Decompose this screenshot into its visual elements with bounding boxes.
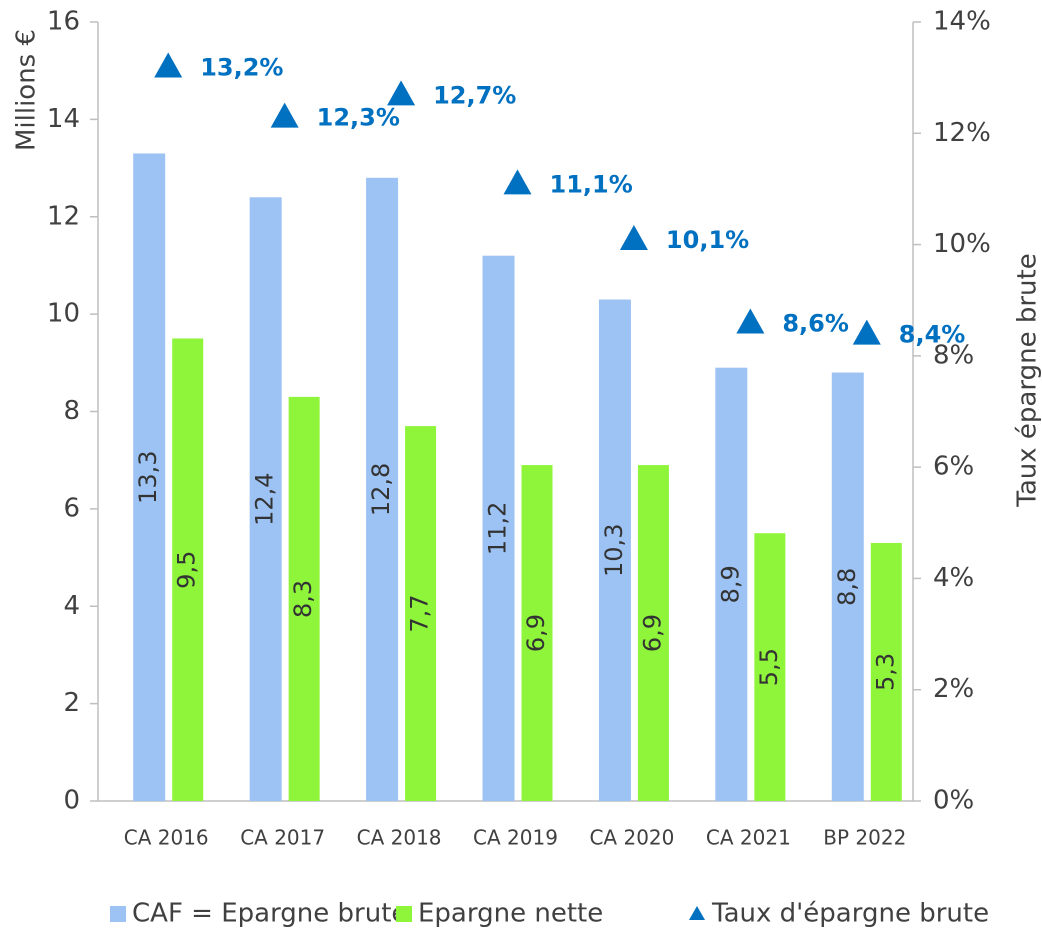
y-tick-label: 8 [63, 396, 80, 426]
legend-swatch [689, 906, 705, 920]
bar-label: 13,3 [134, 451, 162, 504]
bar-label: 8,3 [289, 580, 317, 618]
bar-label: 10,3 [600, 524, 628, 577]
bar-label: 6,9 [638, 614, 666, 652]
bar [715, 367, 748, 801]
rate-marker [270, 102, 299, 128]
y-tick-label: 14 [47, 104, 80, 134]
rate-label: 8,4% [899, 321, 966, 349]
y-tick-label: 16 [47, 7, 80, 37]
bar-label: 7,7 [406, 594, 434, 632]
rate-label: 10,1% [666, 226, 749, 254]
bar [598, 299, 631, 801]
y2-tick-label: 0% [933, 786, 974, 816]
rate-label: 8,6% [782, 309, 849, 337]
rate-label: 11,1% [550, 170, 633, 198]
x-tick-label: BP 2022 [823, 826, 906, 850]
bar-label: 9,5 [173, 551, 201, 589]
bar-label: 5,5 [755, 648, 783, 686]
y2-tick-label: 10% [933, 229, 991, 259]
y-tick-label: 0 [63, 786, 80, 816]
bar-label: 8,9 [716, 565, 744, 603]
y-tick-label: 4 [63, 591, 80, 621]
y2-tick-label: 14% [933, 7, 991, 37]
y-tick-label: 12 [47, 201, 80, 231]
y2-tick-label: 12% [933, 118, 991, 148]
y2-tick-label: 6% [933, 452, 974, 482]
bar-label: 12,4 [251, 472, 279, 525]
y2-tick-label: 2% [933, 674, 974, 704]
bar [831, 372, 864, 801]
rate-marker [852, 319, 881, 345]
legend-label: Taux d'épargne brute [711, 899, 989, 929]
y-tick-label: 2 [63, 688, 80, 718]
legend-label: CAF = Epargne brute [132, 899, 407, 929]
bar [870, 542, 902, 801]
rate-marker [387, 80, 416, 106]
rate-marker [503, 169, 532, 195]
bar [133, 153, 166, 802]
y2-tick-label: 4% [933, 563, 974, 593]
bar [172, 338, 204, 801]
x-tick-label: CA 2021 [706, 826, 791, 850]
bar-label: 5,3 [871, 653, 899, 691]
bar [249, 197, 282, 801]
x-tick-label: CA 2020 [589, 826, 674, 850]
bar [288, 396, 320, 801]
bar-label: 6,9 [522, 614, 550, 652]
legend-swatch [396, 906, 412, 922]
rate-marker [619, 225, 648, 251]
bar-label: 12,8 [367, 463, 395, 516]
bar-label: 11,2 [484, 502, 512, 555]
legend-label: Epargne nette [418, 899, 603, 929]
bar [366, 177, 399, 802]
rate-label: 13,2% [200, 54, 283, 82]
y2-axis-title: Taux épargne brute [1013, 253, 1042, 507]
x-tick-label: CA 2016 [124, 826, 209, 850]
y-tick-label: 6 [63, 493, 80, 523]
rate-label: 12,7% [433, 81, 516, 109]
bar-label: 8,8 [833, 568, 861, 606]
rate-marker [154, 52, 183, 78]
bar [482, 255, 515, 801]
y-axis-title: Millions € [12, 29, 42, 151]
rate-marker [736, 308, 765, 334]
bar [521, 465, 553, 801]
x-tick-label: CA 2017 [240, 826, 325, 850]
bar [637, 465, 669, 801]
legend-swatch [110, 906, 126, 922]
x-tick-label: CA 2019 [473, 826, 558, 850]
rate-label: 12,3% [317, 104, 400, 132]
y-tick-label: 10 [47, 299, 80, 329]
bar [754, 533, 786, 801]
x-tick-label: CA 2018 [357, 826, 442, 850]
bar [405, 426, 437, 801]
y2-tick-label: 8% [933, 340, 974, 370]
